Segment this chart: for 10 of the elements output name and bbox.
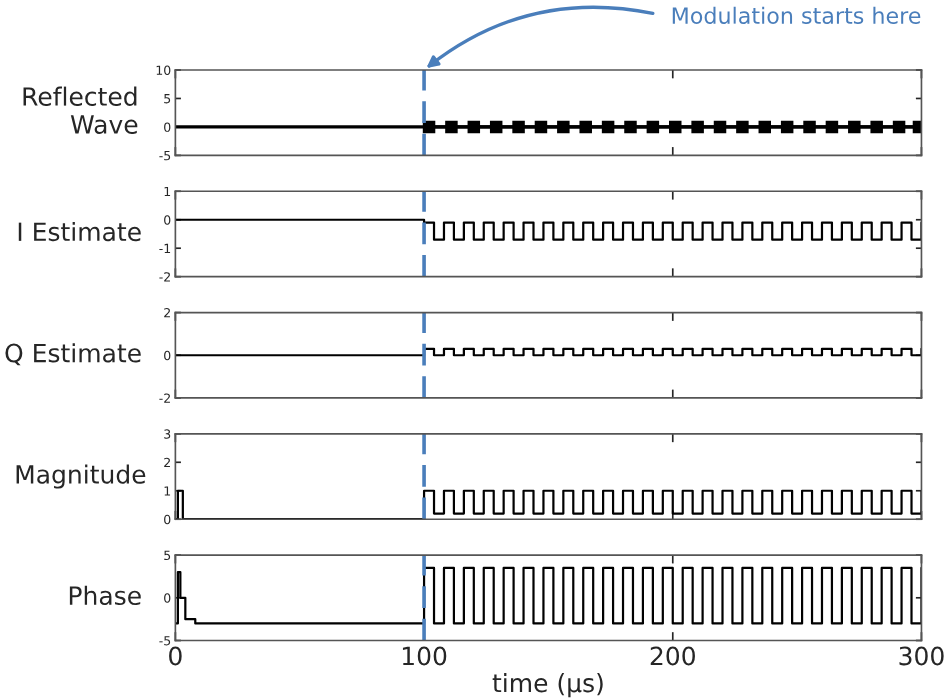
y-axis-title: Magnitude [16, 464, 146, 489]
x-tick-label: 200 [650, 646, 695, 666]
x-tick-label: 100 [402, 646, 447, 666]
y-axis-title: Phase [69, 585, 141, 606]
y-axis-title: Q Estimate [5, 343, 141, 366]
x-axis-title: time (μs) [492, 673, 603, 698]
y-axis-title: Reflected Wave [23, 86, 138, 134]
x-tick-label: 300 [899, 646, 944, 666]
y-axis-title: I Estimate [18, 221, 141, 242]
text: Modulation starts here [672, 6, 921, 24]
